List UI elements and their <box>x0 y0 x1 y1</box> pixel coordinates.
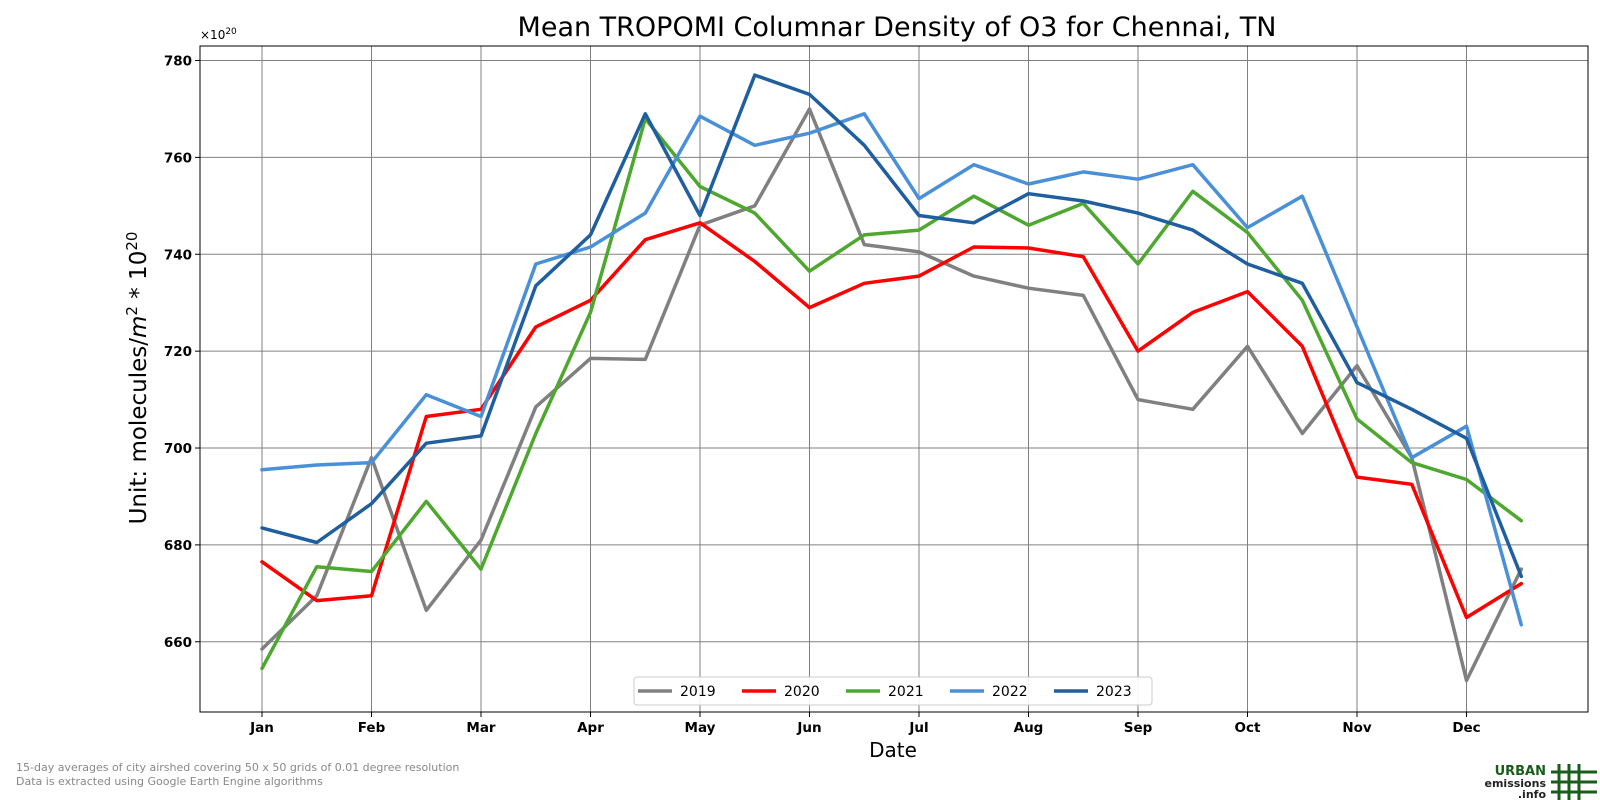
y-tick-label: 680 <box>164 538 192 554</box>
footnote-line-2: Data is extracted using Google Earth Eng… <box>16 775 323 788</box>
series-line-2019 <box>260 107 1524 683</box>
grid-lines <box>200 46 1588 712</box>
y-axis-ticks: 660 680 700 720 740 760 780 <box>164 54 200 651</box>
svg-text:URBAN: URBAN <box>1495 764 1546 779</box>
legend-label-2020: 2020 <box>784 684 820 700</box>
legend: 2019 2020 2021 2022 2023 <box>633 676 1153 706</box>
series-line-2021 <box>260 116 1524 671</box>
y-tick-label: 660 <box>164 635 192 651</box>
legend-label-2023: 2023 <box>1096 684 1132 700</box>
urban-emissions-logo: URBAN emissions .info <box>1485 764 1597 800</box>
svg-text:emissions: emissions <box>1485 777 1547 790</box>
x-axis-ticks: Jan Feb Mar Apr May Jun Jul Aug Sep Oct Nov Dec <box>249 712 1481 736</box>
x-axis-label: Date <box>869 738 917 762</box>
legend-label-2022: 2022 <box>992 684 1028 700</box>
y-tick-label: 780 <box>164 54 192 70</box>
x-tick-label: Sep <box>1124 720 1153 736</box>
footnote-line-1: 15-day averages of city airshed covering… <box>16 761 459 774</box>
legend-box <box>633 676 1153 706</box>
y-tick-label: 720 <box>164 344 192 360</box>
x-tick-label: May <box>685 720 716 736</box>
series-line-2023 <box>260 73 1524 579</box>
svg-text:.info: .info <box>1518 788 1547 800</box>
x-tick-label: Mar <box>466 720 496 736</box>
x-tick-label: Feb <box>358 720 386 736</box>
plot-frame <box>199 45 1589 713</box>
data-series <box>260 73 1524 683</box>
x-tick-label: Nov <box>1342 720 1372 736</box>
legend-label-2021: 2021 <box>888 684 924 700</box>
x-tick-label: Dec <box>1452 720 1480 736</box>
x-tick-label: Aug <box>1014 720 1044 736</box>
x-tick-label: Oct <box>1235 720 1261 736</box>
series-line-2022 <box>260 112 1524 627</box>
y-tick-label: 760 <box>164 150 192 166</box>
x-tick-label: Apr <box>577 720 604 736</box>
legend-label-2019: 2019 <box>680 684 716 700</box>
chart-title: Mean TROPOMI Columnar Density of O3 for … <box>518 12 1277 43</box>
series-line-2020 <box>260 221 1524 620</box>
y-tick-label: 740 <box>164 247 192 263</box>
x-tick-label: Jan <box>249 720 274 736</box>
y-tick-label: 700 <box>164 441 192 457</box>
x-tick-label: Jun <box>796 720 821 736</box>
y-offset-label: ×1020 <box>200 27 237 42</box>
y-axis-label: Unit: molecules/m2 * 1020 <box>123 232 152 525</box>
x-tick-label: Jul <box>908 720 928 736</box>
